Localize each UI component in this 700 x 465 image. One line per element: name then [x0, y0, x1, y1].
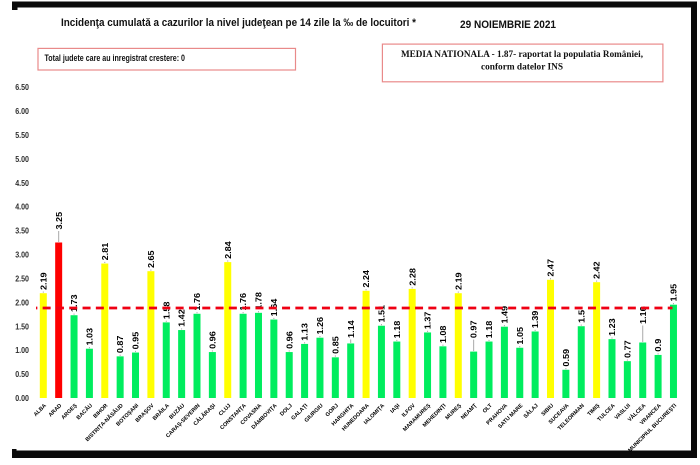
svg-text:1.00: 1.00: [15, 345, 29, 355]
svg-text:0.85: 0.85: [330, 336, 340, 354]
svg-text:0.50: 0.50: [15, 369, 29, 379]
svg-text:2.84: 2.84: [223, 241, 233, 259]
svg-text:conform datelor INS: conform datelor INS: [481, 61, 564, 72]
svg-text:1.16: 1.16: [638, 306, 648, 324]
svg-text:1.58: 1.58: [161, 301, 171, 319]
svg-text:Total judete care au inregistr: Total judete care au inregistrat crester…: [45, 53, 186, 63]
svg-text:1.05: 1.05: [515, 327, 525, 345]
svg-text:1.42: 1.42: [177, 309, 187, 327]
svg-text:2.28: 2.28: [407, 268, 417, 286]
svg-text:1.03: 1.03: [85, 328, 95, 346]
svg-text:2.65: 2.65: [146, 250, 156, 268]
svg-text:1.14: 1.14: [346, 320, 356, 338]
svg-text:1.51: 1.51: [377, 305, 387, 323]
svg-text:2.19: 2.19: [453, 272, 463, 290]
svg-text:5.50: 5.50: [15, 130, 29, 140]
svg-text:3.00: 3.00: [15, 250, 29, 260]
svg-text:1.13: 1.13: [300, 323, 310, 341]
svg-text:0.9: 0.9: [653, 338, 663, 351]
svg-text:0.59: 0.59: [561, 349, 571, 367]
svg-text:1.37: 1.37: [423, 311, 433, 329]
svg-text:1.23: 1.23: [607, 318, 617, 336]
svg-text:1.49: 1.49: [500, 306, 510, 324]
svg-text:0.00: 0.00: [15, 393, 29, 403]
svg-text:2.81: 2.81: [100, 243, 110, 261]
svg-text:2.47: 2.47: [546, 259, 556, 277]
svg-text:1.26: 1.26: [315, 317, 325, 335]
svg-text:6.50: 6.50: [15, 82, 29, 92]
svg-text:0.77: 0.77: [622, 340, 632, 358]
svg-text:2.19: 2.19: [38, 272, 48, 290]
svg-text:1.18: 1.18: [484, 321, 494, 339]
svg-text:1.08: 1.08: [438, 325, 448, 343]
svg-text:1.76: 1.76: [238, 293, 248, 311]
svg-text:6.00: 6.00: [15, 106, 29, 116]
svg-text:2.24: 2.24: [361, 270, 371, 288]
svg-text:1.73: 1.73: [69, 294, 79, 312]
svg-text:1.50: 1.50: [15, 321, 29, 331]
svg-text:3.25: 3.25: [54, 212, 64, 230]
svg-text:2.50: 2.50: [15, 274, 29, 284]
svg-text:1.76: 1.76: [192, 293, 202, 311]
svg-text:1.78: 1.78: [254, 292, 264, 310]
svg-text:5.00: 5.00: [15, 154, 29, 164]
svg-text:1.5: 1.5: [576, 310, 586, 323]
svg-text:1.39: 1.39: [530, 311, 540, 329]
svg-text:Incidenţa cumulată a cazurilor: Incidenţa cumulată a cazurilor la nivel …: [61, 17, 417, 29]
svg-text:29 NOIEMBRIE 2021: 29 NOIEMBRIE 2021: [460, 19, 557, 31]
svg-text:1.18: 1.18: [392, 321, 402, 339]
svg-text:1.95: 1.95: [669, 284, 679, 302]
svg-text:0.96: 0.96: [284, 331, 294, 349]
svg-text:3.50: 3.50: [15, 226, 29, 236]
svg-text:2.00: 2.00: [15, 297, 29, 307]
svg-text:4.00: 4.00: [15, 202, 29, 212]
svg-text:0.87: 0.87: [115, 335, 125, 353]
svg-text:MEDIA NATIONALA - 1.87- rapor: MEDIA NATIONALA - 1.87- raportat la popu…: [401, 49, 644, 60]
svg-text:4.50: 4.50: [15, 178, 29, 188]
svg-text:0.96: 0.96: [207, 331, 217, 349]
svg-text:0.97: 0.97: [469, 320, 479, 338]
svg-text:0.95: 0.95: [131, 332, 141, 350]
svg-text:2.42: 2.42: [592, 261, 602, 279]
